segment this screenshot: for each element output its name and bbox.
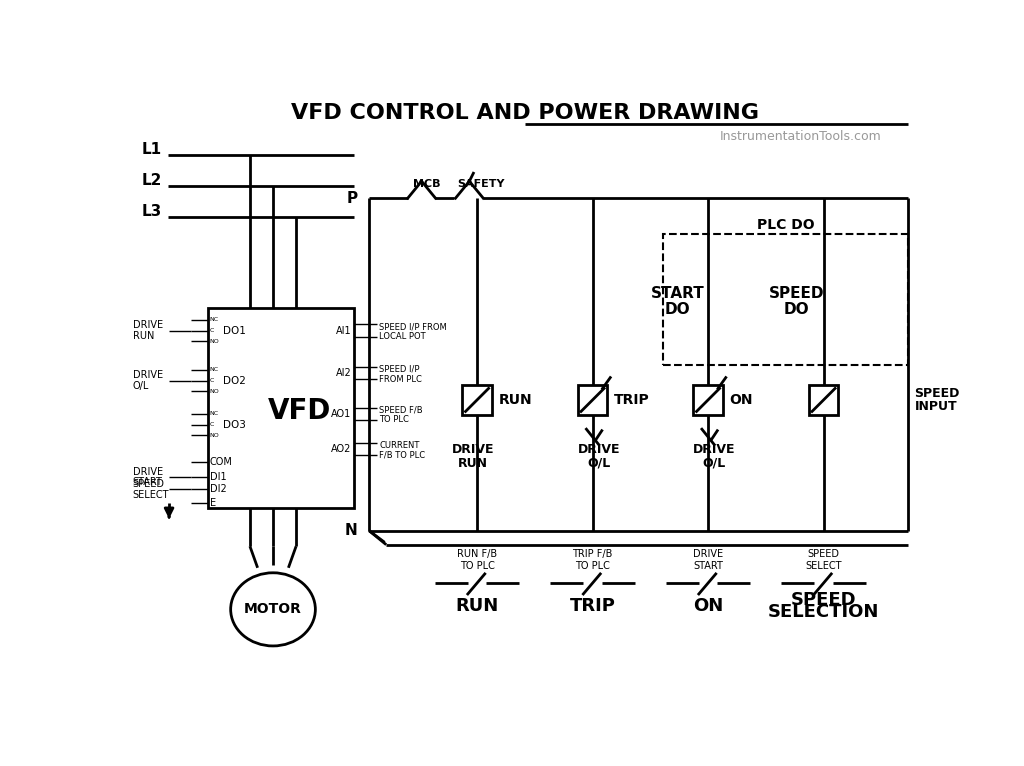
Text: L2: L2	[142, 173, 163, 188]
Text: NC: NC	[210, 317, 219, 322]
Text: DO: DO	[783, 302, 809, 316]
Text: TRIP: TRIP	[569, 597, 615, 615]
Text: MCB: MCB	[414, 179, 440, 189]
Text: C: C	[210, 422, 214, 427]
Text: L3: L3	[142, 204, 163, 219]
Text: CURRENT: CURRENT	[379, 441, 420, 450]
Text: SPEED: SPEED	[914, 388, 959, 401]
Text: F/B TO PLC: F/B TO PLC	[379, 451, 425, 460]
Text: SPEED: SPEED	[791, 591, 856, 609]
Text: RUN: RUN	[499, 393, 532, 407]
Text: COM: COM	[210, 457, 232, 466]
Text: AO1: AO1	[332, 409, 351, 419]
Text: TO PLC: TO PLC	[379, 415, 410, 424]
Bar	[693, 385, 723, 414]
Text: DRIVE: DRIVE	[133, 370, 163, 380]
Text: LOCAL POT: LOCAL POT	[379, 332, 426, 342]
Bar	[664, 234, 908, 365]
Text: INPUT: INPUT	[914, 400, 957, 413]
Text: TO PLC: TO PLC	[575, 561, 610, 571]
Text: ON: ON	[730, 393, 753, 407]
Text: DO1: DO1	[223, 326, 246, 336]
Text: RUN: RUN	[133, 331, 155, 341]
Text: FROM PLC: FROM PLC	[379, 375, 422, 384]
Text: SELECTION: SELECTION	[768, 604, 880, 621]
Bar	[809, 385, 839, 414]
Bar	[578, 385, 607, 414]
Text: NO: NO	[210, 433, 219, 438]
Text: RUN: RUN	[458, 457, 488, 470]
Bar	[208, 307, 354, 508]
Text: SPEED F/B: SPEED F/B	[379, 405, 423, 414]
Text: TRIP: TRIP	[614, 393, 650, 407]
Text: C: C	[210, 378, 214, 383]
Text: O/L: O/L	[702, 457, 726, 470]
Text: VFD CONTROL AND POWER DRAWING: VFD CONTROL AND POWER DRAWING	[291, 103, 759, 123]
Text: START: START	[693, 561, 723, 571]
Text: DI2: DI2	[210, 484, 226, 494]
Text: N: N	[345, 523, 357, 538]
Text: DRIVE: DRIVE	[452, 444, 495, 457]
Text: DO3: DO3	[223, 420, 246, 430]
Text: DO2: DO2	[223, 375, 246, 385]
Text: AI2: AI2	[336, 368, 351, 378]
Text: InstrumentationTools.com: InstrumentationTools.com	[720, 130, 882, 143]
Text: SAFETY: SAFETY	[457, 179, 505, 189]
Text: DRIVE: DRIVE	[693, 444, 735, 457]
Text: ON: ON	[693, 597, 723, 615]
Text: L1: L1	[142, 142, 162, 157]
Text: START: START	[133, 477, 163, 487]
Text: RUN F/B: RUN F/B	[457, 549, 497, 559]
Text: NO: NO	[210, 339, 219, 344]
Text: AO2: AO2	[331, 444, 351, 454]
Text: NC: NC	[210, 368, 219, 372]
Text: AI1: AI1	[336, 326, 351, 336]
Text: DRIVE: DRIVE	[578, 444, 620, 457]
Text: DO: DO	[665, 302, 690, 316]
Text: SPEED: SPEED	[133, 479, 165, 489]
Text: P: P	[346, 191, 357, 206]
Text: SPEED: SPEED	[808, 549, 840, 559]
Text: SELECT: SELECT	[133, 489, 169, 499]
Text: TRIP F/B: TRIP F/B	[572, 549, 612, 559]
Text: SPEED: SPEED	[769, 286, 824, 301]
Text: NO: NO	[210, 389, 219, 394]
Text: E: E	[210, 498, 216, 508]
Text: DI1: DI1	[210, 472, 226, 482]
Text: SELECT: SELECT	[805, 561, 842, 571]
Text: TO PLC: TO PLC	[460, 561, 495, 571]
Text: SPEED I/P FROM: SPEED I/P FROM	[379, 322, 447, 331]
Text: START: START	[650, 286, 705, 301]
Text: VFD: VFD	[268, 398, 332, 425]
Text: C: C	[210, 328, 214, 333]
Text: PLC DO: PLC DO	[757, 218, 815, 232]
Text: SPEED I/P: SPEED I/P	[379, 365, 420, 374]
Text: MOTOR: MOTOR	[244, 602, 302, 617]
Text: O/L: O/L	[587, 457, 610, 470]
Text: NC: NC	[210, 411, 219, 416]
Text: DRIVE: DRIVE	[693, 549, 723, 559]
Bar	[463, 385, 492, 414]
Text: O/L: O/L	[133, 381, 150, 391]
Text: DRIVE: DRIVE	[133, 320, 163, 330]
Text: DRIVE: DRIVE	[133, 466, 163, 476]
Text: RUN: RUN	[456, 597, 499, 615]
Ellipse shape	[230, 573, 315, 646]
